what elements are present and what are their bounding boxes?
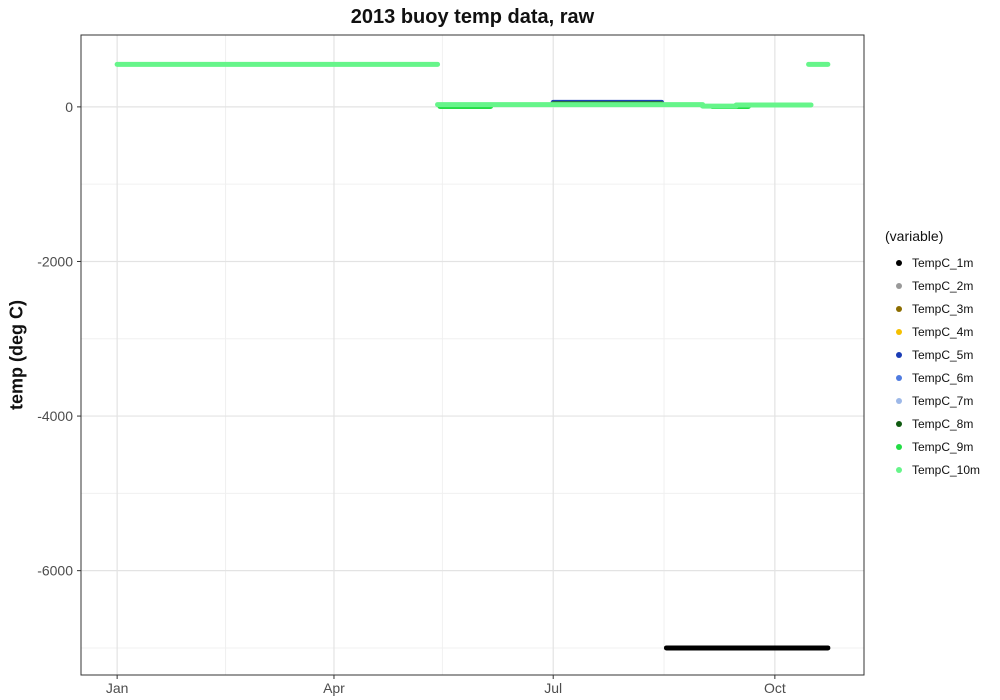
legend-label: TempC_10m	[912, 462, 981, 477]
legend-label: TempC_6m	[912, 370, 974, 385]
legend-item: TempC_9m	[885, 435, 995, 458]
y-tick-label: 0	[65, 99, 73, 115]
legend-label: TempC_5m	[912, 347, 974, 362]
panel-border	[80, 34, 865, 676]
legend-key-dot	[896, 351, 902, 358]
legend-items: TempC_1m TempC_2m TempC_3m TempC_4m TempC_5m…	[885, 251, 995, 481]
y-tick-label: -6000	[37, 563, 73, 579]
legend-key-dot	[896, 282, 902, 289]
legend-key-dot	[896, 305, 902, 312]
x-tick-label: Apr	[323, 680, 345, 696]
legend-label: TempC_8m	[912, 416, 974, 431]
legend-label: TempC_1m	[912, 255, 974, 270]
y-tick-label: -2000	[37, 253, 73, 269]
legend-item: TempC_2m	[885, 274, 995, 297]
panel-background	[81, 35, 864, 675]
x-tick-label: Jan	[106, 680, 129, 696]
x-tick-label: Oct	[764, 680, 786, 696]
legend-item: TempC_3m	[885, 297, 995, 320]
legend-key-dot	[896, 259, 902, 266]
legend-item: TempC_5m	[885, 343, 995, 366]
legend-title: (variable)	[885, 228, 944, 244]
legend-key-dot	[896, 374, 902, 381]
legend-item: TempC_8m	[885, 412, 995, 435]
x-tick-label: Jul	[544, 680, 562, 696]
legend-item: TempC_1m	[885, 251, 995, 274]
legend-item: TempC_6m	[885, 366, 995, 389]
legend-key-dot	[896, 397, 902, 404]
legend-label: TempC_7m	[912, 393, 974, 408]
legend-key-dot	[896, 328, 902, 335]
legend-label: TempC_2m	[912, 278, 974, 293]
legend-item: TempC_4m	[885, 320, 995, 343]
legend-label: TempC_4m	[912, 324, 974, 339]
legend: (variable) TempC_1m TempC_2m TempC_3m TempC…	[885, 228, 995, 481]
legend-item: TempC_10m	[885, 458, 995, 481]
legend-key-dot	[896, 466, 902, 473]
legend-label: TempC_3m	[912, 301, 974, 316]
legend-key-dot	[896, 420, 902, 427]
legend-key-dot	[896, 443, 902, 450]
legend-label: TempC_9m	[912, 439, 974, 454]
chart-title: 2013 buoy temp data, raw	[350, 6, 595, 28]
y-tick-label: -4000	[37, 408, 73, 424]
legend-item: TempC_7m	[885, 389, 995, 412]
